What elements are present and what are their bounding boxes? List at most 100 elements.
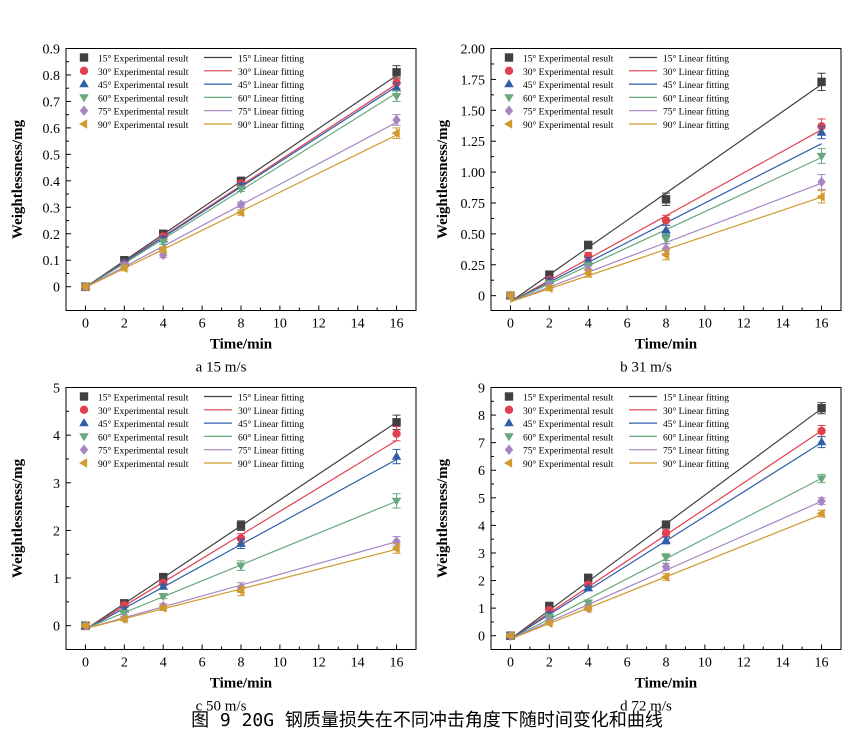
data-point-series-4 bbox=[391, 497, 402, 506]
chart-panel-1: 0 2 4 6 8 10 12 14 16 0 0.1 0.2 0.3 0.4 0.5 0.6 0.7 0.8 0.… bbox=[10, 43, 417, 376]
y-tick-label: 8 bbox=[478, 409, 485, 424]
legend-entry-fitting: 45° Linear fitting bbox=[238, 80, 304, 91]
chart-panel-3: 0 2 4 6 8 10 12 14 16012345Time/minWeightlessnes… bbox=[10, 382, 417, 715]
data-point-series-4 bbox=[816, 152, 827, 162]
legend-entry-experimental: 30° Experimental result bbox=[523, 67, 614, 78]
legend-marker-3 bbox=[79, 418, 89, 427]
x-axis-title: Time/min bbox=[635, 337, 698, 353]
legend-entry-fitting: 30° Linear fitting bbox=[238, 67, 304, 78]
legend-entry-fitting: 90° Linear fitting bbox=[663, 120, 729, 131]
x-tick-label: 10 bbox=[273, 656, 287, 671]
legend-entry-fitting: 15° Linear fitting bbox=[238, 54, 304, 65]
x-tick-label: 10 bbox=[698, 656, 712, 671]
x-axis-title: Time/min bbox=[635, 676, 698, 692]
legend-entry-experimental: 15° Experimental result bbox=[523, 54, 614, 65]
x-tick-label: 16 bbox=[815, 656, 829, 671]
x-tick-label: 12 bbox=[737, 656, 751, 671]
y-tick-label: 2 bbox=[478, 575, 485, 590]
data-point-series-3 bbox=[816, 437, 827, 446]
y-tick-label: 6 bbox=[478, 464, 485, 479]
legend-entry-fitting: 60° Linear fitting bbox=[238, 93, 304, 104]
x-tick-label: 16 bbox=[815, 317, 829, 332]
x-tick-label: 10 bbox=[698, 317, 712, 332]
y-tick-label: 0 bbox=[478, 290, 485, 305]
legend-entry-experimental: 75° Experimental result bbox=[98, 446, 189, 457]
legend-marker-3 bbox=[504, 79, 514, 88]
data-point-series-3 bbox=[816, 127, 827, 136]
legend-entry-experimental: 15° Experimental result bbox=[98, 393, 189, 404]
legend-entry-fitting: 45° Linear fitting bbox=[663, 80, 729, 91]
data-point-series-6 bbox=[544, 283, 553, 294]
panel-subcaption: a 15 m/s bbox=[196, 360, 247, 376]
data-point-series-1 bbox=[584, 573, 593, 582]
y-axis-title: Weightlessness/mg bbox=[10, 458, 26, 578]
figure-caption: 图 9 20G 钢质量损失在不同冲击角度下随时间变化和曲线 bbox=[191, 710, 663, 731]
x-tick-label: 0 bbox=[82, 656, 89, 671]
y-tick-label: 1 bbox=[53, 572, 60, 587]
y-tick-label: 4 bbox=[53, 429, 60, 444]
data-point-series-4 bbox=[661, 553, 671, 563]
data-point-series-3 bbox=[661, 225, 671, 234]
legend-marker-1 bbox=[504, 53, 514, 62]
x-tick-label: 6 bbox=[199, 656, 206, 671]
legend-entry-experimental: 60° Experimental result bbox=[523, 432, 614, 443]
y-tick-label: 0.6 bbox=[43, 122, 61, 137]
y-tick-label: 0.2 bbox=[43, 228, 61, 243]
legend-entry-fitting: 15° Linear fitting bbox=[663, 393, 729, 404]
x-tick-label: 0 bbox=[507, 317, 514, 332]
y-tick-label: 1.25 bbox=[461, 135, 486, 150]
legend-marker-5 bbox=[79, 444, 89, 455]
y-tick-label: 1 bbox=[478, 602, 485, 617]
legend-marker-2 bbox=[79, 405, 89, 414]
data-point-series-4 bbox=[816, 475, 827, 484]
legend-entry-experimental: 15° Experimental result bbox=[98, 54, 189, 65]
panel-subcaption: b 31 m/s bbox=[620, 360, 672, 376]
x-tick-label: 14 bbox=[351, 656, 365, 671]
y-tick-label: 0 bbox=[53, 620, 60, 635]
data-point-series-5 bbox=[661, 561, 671, 572]
data-point-series-6 bbox=[158, 603, 167, 613]
legend-entry-fitting: 90° Linear fitting bbox=[663, 459, 729, 470]
data-point-series-6 bbox=[391, 128, 400, 138]
data-point-series-6 bbox=[119, 263, 128, 273]
y-tick-label: 0.1 bbox=[43, 254, 61, 269]
legend-entry-fitting: 45° Linear fitting bbox=[238, 419, 304, 430]
data-point-series-6 bbox=[661, 572, 670, 582]
legend-entry-fitting: 60° Linear fitting bbox=[663, 432, 729, 443]
y-tick-label: 3 bbox=[53, 477, 60, 492]
data-point-series-1 bbox=[817, 403, 826, 413]
x-tick-label: 4 bbox=[585, 317, 592, 332]
legend-marker-6 bbox=[79, 458, 88, 468]
y-tick-label: 0.50 bbox=[461, 228, 486, 243]
y-tick-label: 0.4 bbox=[43, 175, 61, 190]
x-tick-label: 16 bbox=[390, 656, 404, 671]
data-point-series-6 bbox=[505, 290, 514, 301]
data-point-series-1 bbox=[159, 572, 168, 582]
legend-marker-1 bbox=[79, 392, 89, 401]
y-tick-label: 0 bbox=[478, 630, 485, 645]
legend-marker-3 bbox=[79, 79, 89, 88]
x-tick-label: 0 bbox=[507, 656, 514, 671]
data-point-series-6 bbox=[661, 250, 670, 260]
legend-marker-5 bbox=[504, 105, 514, 116]
data-point-series-1 bbox=[545, 270, 554, 279]
legend-marker-3 bbox=[504, 418, 514, 427]
legend-entry-fitting: 75° Linear fitting bbox=[663, 107, 729, 118]
legend-entry-experimental: 30° Experimental result bbox=[98, 406, 189, 417]
x-tick-label: 4 bbox=[160, 317, 167, 332]
data-point-series-1 bbox=[661, 195, 671, 204]
x-tick-label: 6 bbox=[624, 317, 631, 332]
data-point-series-6 bbox=[391, 543, 400, 554]
legend-entry-experimental: 60° Experimental result bbox=[523, 93, 614, 104]
data-point-series-5 bbox=[392, 114, 401, 126]
legend-entry-fitting: 30° Linear fitting bbox=[238, 406, 304, 417]
legend-entry-experimental: 30° Experimental result bbox=[98, 67, 189, 78]
legend-entry-fitting: 15° Linear fitting bbox=[238, 393, 304, 404]
data-point-series-6 bbox=[119, 614, 128, 624]
x-tick-label: 8 bbox=[663, 656, 670, 671]
data-point-series-3 bbox=[236, 538, 246, 547]
x-tick-label: 8 bbox=[238, 317, 245, 332]
data-point-series-4 bbox=[236, 185, 246, 194]
legend-entry-experimental: 90° Experimental result bbox=[98, 120, 189, 131]
